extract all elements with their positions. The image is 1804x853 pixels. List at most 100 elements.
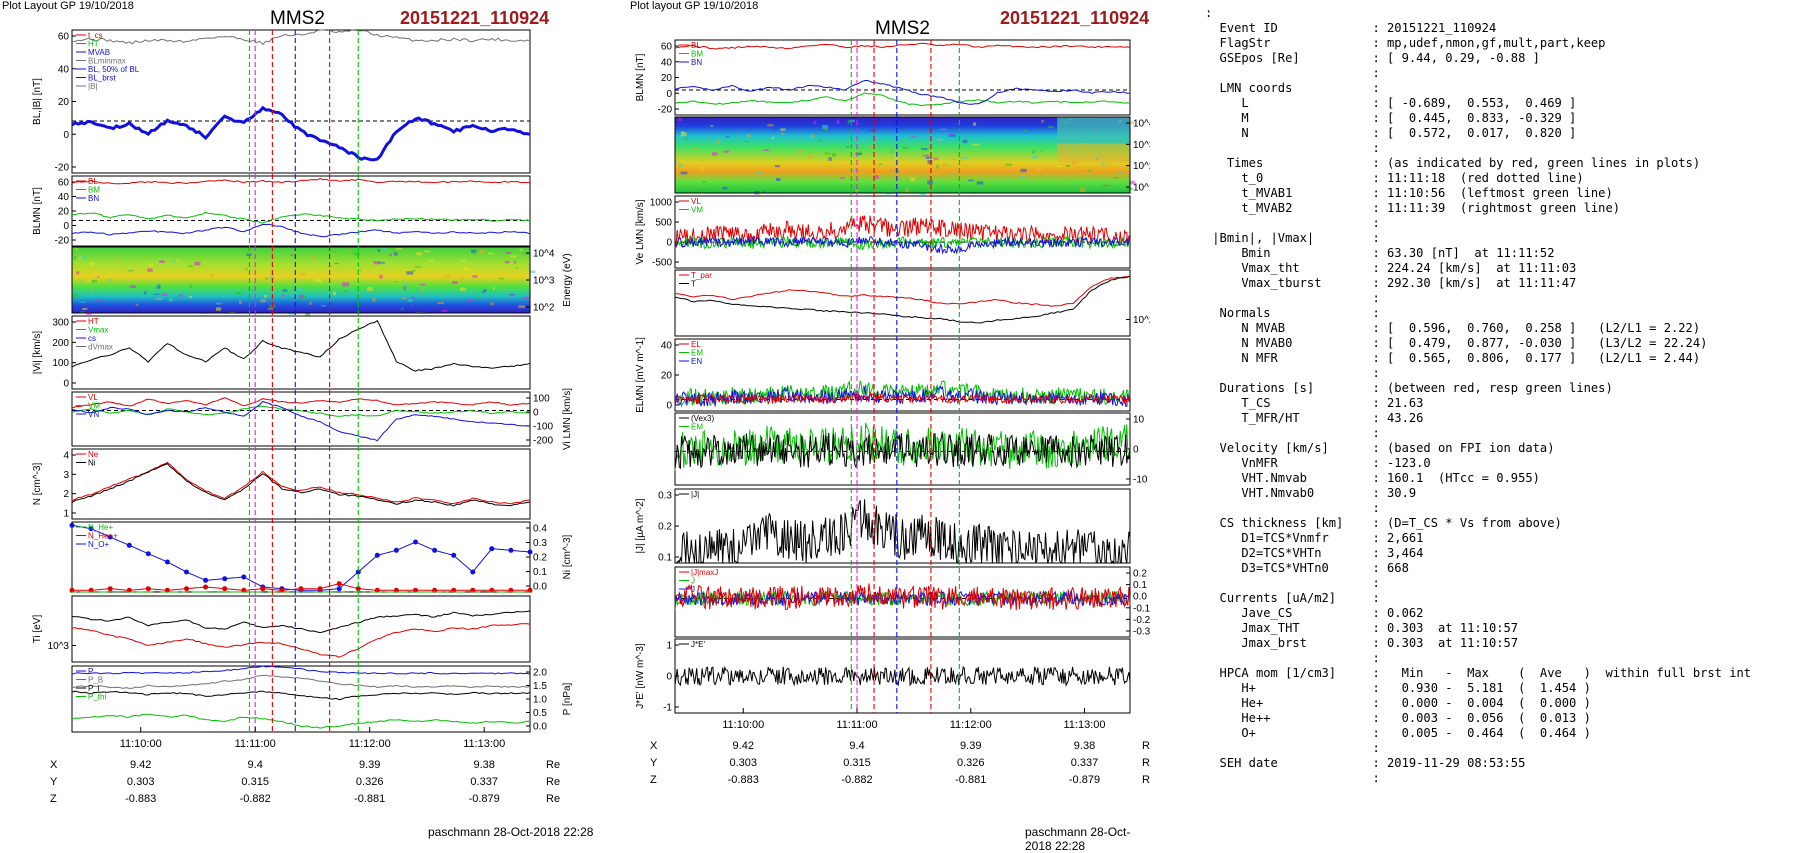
y-tick-label: 500 [655, 218, 672, 229]
info-line: D1=TCS*Vnmfr : 2,661 [1205, 531, 1424, 545]
series-line-T_par [71, 610, 531, 634]
info-line: T_MFR/HT : 43.26 [1205, 411, 1424, 425]
spectrogram-pixel [482, 290, 486, 293]
spectrogram-pixel [1041, 120, 1044, 123]
spectrogram-pixel [86, 279, 92, 283]
x-tick-label: 11:12:00 [950, 719, 992, 731]
series-line-VN [71, 400, 531, 442]
y-tick-label: 20 [58, 207, 70, 218]
spectrogram-pixel [173, 259, 176, 263]
spectrogram-pixel [505, 252, 512, 254]
spectrogram-pixel [406, 271, 414, 275]
info-line: Bmin : 63.30 [nT] at 11:11:52 [1205, 246, 1555, 260]
series-line-BL [71, 177, 530, 185]
y-tick-label: 40 [58, 192, 70, 203]
spectrogram-pixel [927, 160, 933, 164]
x-tick-label: 11:12:00 [349, 738, 391, 750]
y-axis-label: BL,|B| [nT] [32, 78, 43, 125]
legend-entry: |B| [88, 82, 98, 91]
y-tick-label: 60 [58, 178, 70, 189]
y-tick-label: 60 [58, 32, 70, 43]
spectrogram-pixel [95, 299, 101, 301]
y-tick-label: -10 [1133, 475, 1148, 486]
y-tick-label: 1 [666, 641, 672, 652]
y-tick-label: -0.2 [1133, 615, 1150, 626]
spectrogram-pixel [523, 252, 529, 255]
spectrogram-pixel [444, 275, 451, 279]
info-line: GSEpos [Re] : [ 9.44, 0.29, -0.88 ] [1205, 51, 1540, 65]
spectrogram-pixel [394, 252, 398, 256]
y-tick-label: 0.0 [533, 582, 547, 593]
spectrogram-pixel [976, 181, 984, 185]
spectrogram-pixel [765, 172, 772, 175]
legend-entry: P_i [88, 684, 100, 693]
legend-entry: J [691, 577, 695, 586]
position-value: 0.326 [957, 757, 985, 769]
series-line-BL [674, 42, 1131, 50]
spectrogram-pixel [288, 312, 295, 315]
spectrogram-pixel [951, 172, 956, 175]
spectrogram-pixel [420, 288, 424, 293]
spectrogram-pixel [342, 282, 349, 287]
spectrogram-pixel [290, 254, 294, 257]
spectrogram-pixel [813, 120, 816, 125]
panel-frame [71, 521, 531, 593]
legend-entry: J*E' [691, 640, 705, 649]
series-line-T_perp [71, 623, 531, 658]
legend-entry: (Vex3) [691, 414, 714, 423]
spectrogram-pixel [78, 256, 84, 259]
spectrogram-pixel [756, 172, 763, 175]
spectrogram-pixel [215, 302, 220, 305]
data-point [184, 586, 189, 592]
info-line: : [1205, 66, 1380, 80]
spectrogram-pixel [902, 146, 909, 149]
position-value: 0.315 [843, 757, 871, 769]
y-tick-label: 0 [666, 238, 672, 249]
info-line: : [1205, 366, 1380, 380]
position-value: 9.39 [359, 759, 380, 771]
position-value: -0.879 [1069, 774, 1100, 786]
info-line: SEH date : 2019-11-29 08:53:55 [1205, 756, 1526, 770]
spacecraft-title: MMS2 [875, 18, 930, 39]
series-line-P_i [71, 690, 531, 701]
spectrogram-pixel [726, 135, 730, 138]
spectrogram-pixel [403, 286, 407, 290]
y-tick-label: 1000 [650, 198, 673, 209]
series-line-VM [674, 235, 1131, 251]
spectrogram-pixel [868, 145, 875, 147]
figure-header: Plot layout GP 19/10/2018 [630, 0, 759, 12]
spectrogram-pixel [334, 262, 340, 265]
x-tick-label: 11:13:00 [463, 738, 505, 750]
position-value: -0.881 [354, 793, 385, 805]
y-tick-label: 0 [666, 672, 672, 683]
spectrogram-pixel [1086, 170, 1093, 172]
spectrogram-pixel [822, 124, 829, 129]
info-line: : [1205, 141, 1380, 155]
spectrogram-pixel [154, 289, 159, 291]
data-point [107, 534, 113, 540]
spectrogram-pixel [1066, 164, 1071, 167]
data-point [489, 546, 495, 552]
series-line-P [71, 665, 531, 675]
series-line-EL [674, 391, 1131, 405]
spectrogram-pixel [135, 303, 139, 306]
y-tick-label: 10^2 [1133, 161, 1150, 172]
spectrogram-pixel [82, 308, 88, 310]
info-line: N MFR : [ 0.565, 0.806, 0.177 ] (L2/L1 =… [1205, 351, 1701, 365]
spectrogram-pixel [747, 134, 751, 138]
y-tick-label: 20 [661, 371, 673, 382]
info-line: t_0 : 11:11:18 (red dotted line) [1205, 171, 1584, 185]
spectrogram-pixel [1113, 177, 1120, 179]
position-value: -0.882 [240, 793, 271, 805]
spectrogram-pixel [379, 274, 383, 279]
spectrogram-pixel [1019, 175, 1026, 178]
series-line-BN [71, 223, 531, 238]
spectrogram-pixel [938, 138, 944, 141]
spectrogram-pixel [722, 186, 728, 190]
spectrogram-pixel [1128, 121, 1134, 124]
info-line: Jmax_THT : 0.303 at 11:10:57 [1205, 621, 1519, 635]
series-line-BM [674, 92, 1131, 107]
spectrogram-pixel [701, 169, 704, 171]
spectrogram-pixel [407, 299, 414, 302]
spectrogram-pixel [269, 275, 274, 280]
